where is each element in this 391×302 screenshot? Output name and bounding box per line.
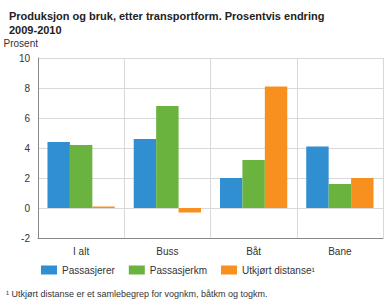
svg-text:Passasjerer: Passasjerer	[62, 265, 115, 276]
svg-text:¹ Utkjørt distanse er et samle: ¹ Utkjørt distanse er et samlebegrep for…	[6, 289, 268, 299]
svg-text:I alt: I alt	[73, 246, 89, 257]
svg-text:Utkjørt distanse¹: Utkjørt distanse¹	[242, 265, 315, 276]
svg-text:2009-2010: 2009-2010	[9, 24, 62, 36]
svg-text:Bane: Bane	[328, 246, 352, 257]
svg-text:4: 4	[24, 143, 30, 154]
svg-text:-2: -2	[21, 233, 30, 244]
svg-text:Prosent: Prosent	[4, 38, 39, 49]
svg-text:Buss: Buss	[156, 246, 178, 257]
svg-text:10: 10	[19, 53, 31, 64]
svg-text:0: 0	[24, 203, 30, 214]
svg-text:Båt: Båt	[246, 246, 261, 257]
svg-text:Produksjon og bruk, etter tran: Produksjon og bruk, etter transportform.…	[9, 10, 324, 22]
svg-text:8: 8	[24, 83, 30, 94]
svg-text:Passasjerkm: Passasjerkm	[150, 265, 207, 276]
svg-text:2: 2	[24, 173, 30, 184]
svg-text:6: 6	[24, 113, 30, 124]
